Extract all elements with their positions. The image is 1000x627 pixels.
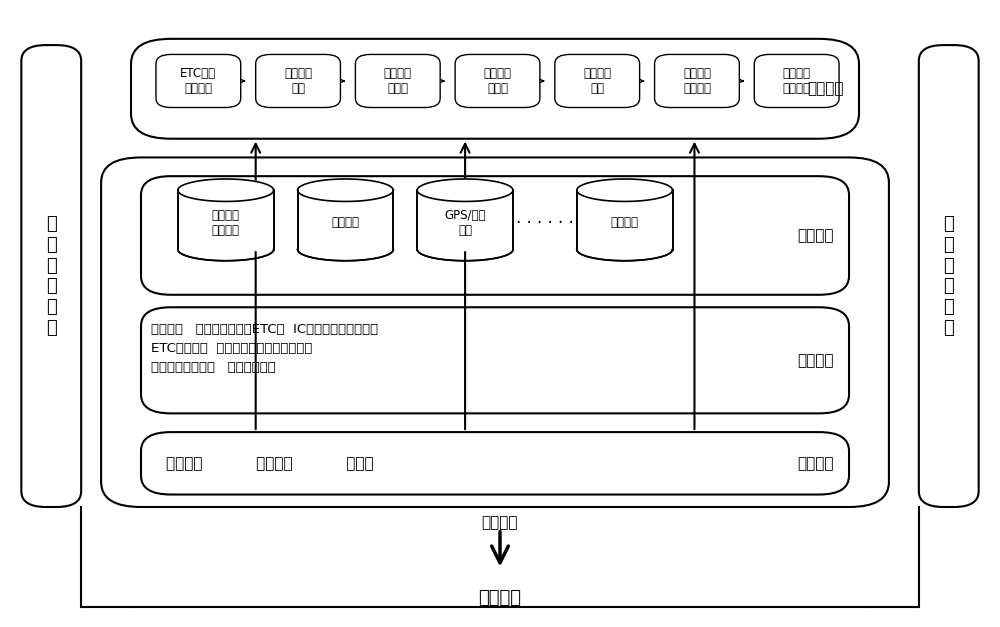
Text: ETC入口
识别放行: ETC入口 识别放行	[180, 67, 216, 95]
Text: 人、车、
经营业户: 人、车、 经营业户	[212, 209, 240, 237]
Text: 动态匹配
与计算: 动态匹配 与计算	[484, 67, 512, 95]
FancyBboxPatch shape	[256, 55, 340, 107]
FancyBboxPatch shape	[131, 39, 859, 139]
Text: 无线设备
激活: 无线设备 激活	[284, 67, 312, 95]
Text: 数据读写
与运算: 数据读写 与运算	[384, 67, 412, 95]
Polygon shape	[417, 179, 513, 201]
Polygon shape	[417, 190, 513, 250]
Text: GPS/联网
联控: GPS/联网 联控	[444, 209, 486, 237]
FancyBboxPatch shape	[555, 55, 640, 107]
FancyBboxPatch shape	[156, 55, 241, 107]
Text: 数
据
标
准
体
系: 数 据 标 准 体 系	[46, 215, 57, 337]
Polygon shape	[577, 179, 673, 201]
Text: 数据支撑: 数据支撑	[798, 228, 834, 243]
Text: 高分遥感: 高分遥感	[611, 216, 639, 229]
Text: 网络支撑: 网络支撑	[798, 456, 834, 471]
FancyBboxPatch shape	[455, 55, 540, 107]
Text: 系统支持: 系统支持	[798, 353, 834, 368]
Polygon shape	[298, 190, 393, 250]
FancyBboxPatch shape	[355, 55, 440, 107]
FancyBboxPatch shape	[141, 176, 849, 295]
FancyBboxPatch shape	[141, 432, 849, 495]
FancyBboxPatch shape	[21, 45, 81, 507]
Text: 收费后台
拆分清算: 收费后台 拆分清算	[683, 67, 711, 95]
FancyBboxPatch shape	[754, 55, 839, 107]
Polygon shape	[417, 190, 513, 250]
Text: 运政专网           收费专网           互联网: 运政专网 收费专网 互联网	[166, 456, 374, 471]
Text: 无线设备: 无线设备	[479, 589, 522, 606]
Polygon shape	[178, 179, 274, 201]
FancyBboxPatch shape	[141, 307, 849, 413]
Polygon shape	[178, 190, 274, 250]
Text: 运政系统   联网收费系统（ETC）  IC卡道路运输管理系统
ETC客服系统  重点营运车辆联网联控系统
源头治超管理系统   高分遥感系统: 运政系统 联网收费系统（ETC） IC卡道路运输管理系统 ETC客服系统 重点营…	[151, 323, 378, 374]
Text: 验证稽查
诚信考核: 验证稽查 诚信考核	[783, 67, 811, 95]
Polygon shape	[577, 190, 673, 250]
Text: 出口识别
扣费: 出口识别 扣费	[583, 67, 611, 95]
FancyBboxPatch shape	[101, 157, 889, 507]
Text: · · · · · ·: · · · · · ·	[516, 214, 574, 232]
Polygon shape	[577, 190, 673, 250]
Polygon shape	[298, 190, 393, 250]
Polygon shape	[178, 190, 274, 250]
FancyBboxPatch shape	[655, 55, 739, 107]
Text: 应用系统: 应用系统	[808, 82, 844, 97]
Polygon shape	[298, 179, 393, 201]
FancyBboxPatch shape	[919, 45, 979, 507]
Text: 安
全
保
障
体
系: 安 全 保 障 体 系	[943, 215, 954, 337]
Text: 支撑体系: 支撑体系	[482, 515, 518, 530]
Text: 联网收费: 联网收费	[331, 216, 359, 229]
